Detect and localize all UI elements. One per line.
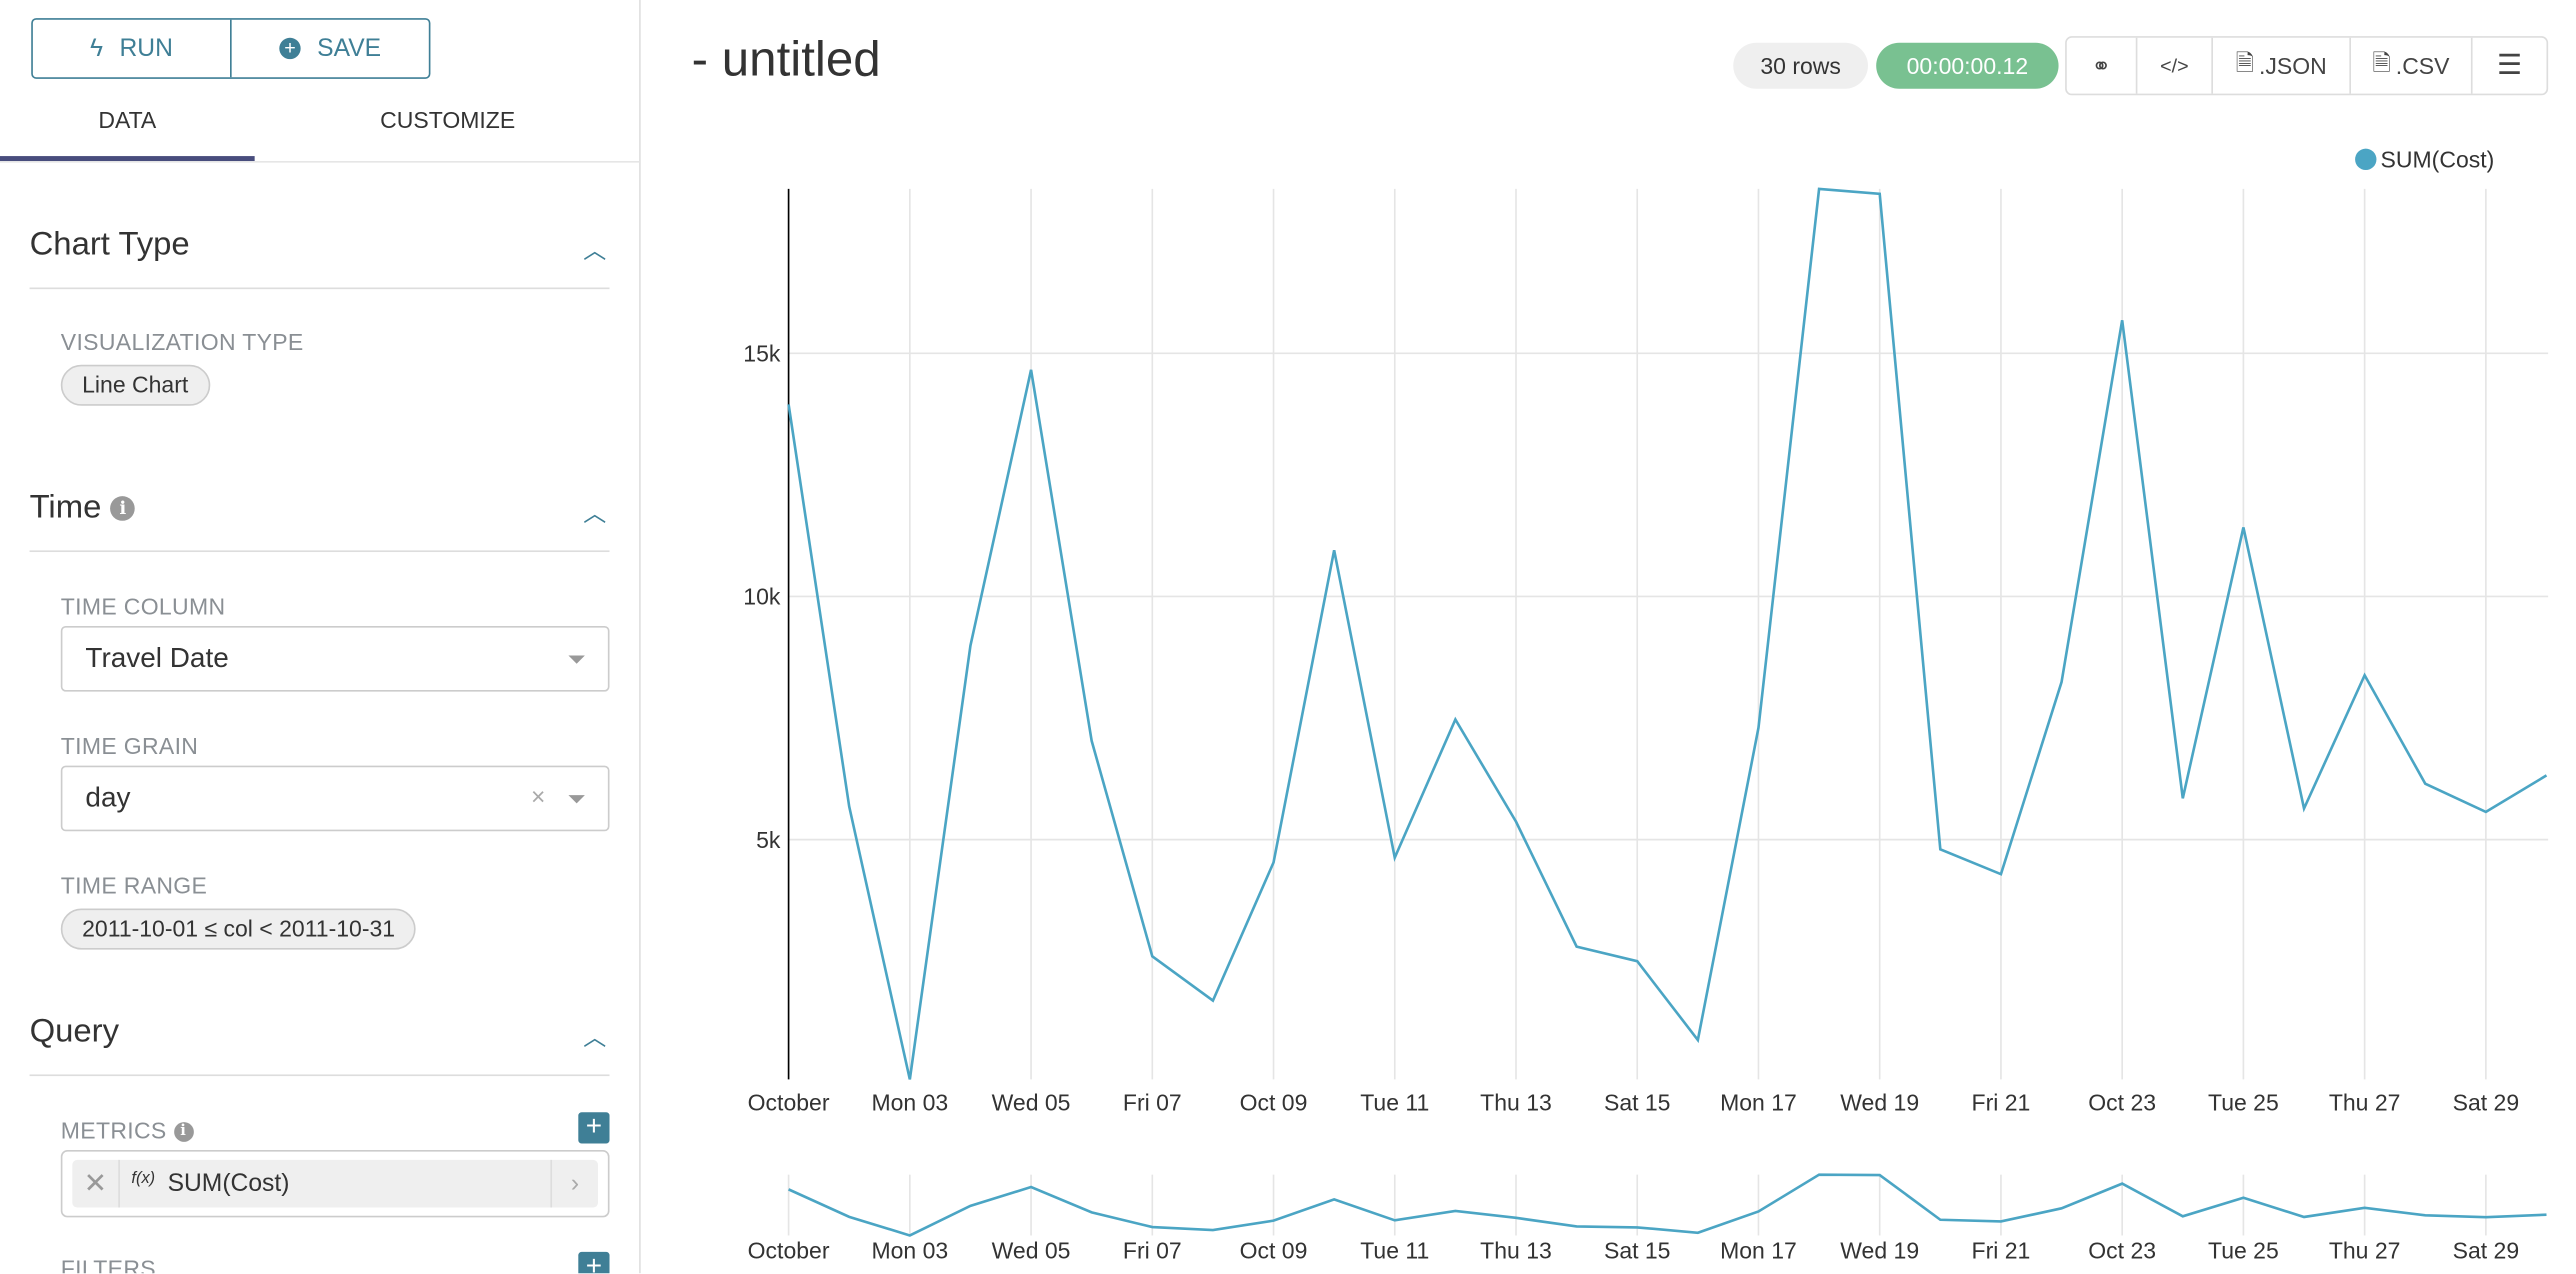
embed-button[interactable]: </> [2135, 37, 2212, 94]
x-tick-label: Sat 29 [2453, 1090, 2520, 1116]
code-icon: </> [2160, 54, 2189, 78]
caret-down-icon [568, 655, 585, 664]
x-tick-label: Wed 19 [1840, 1090, 1919, 1116]
x-tick-label: Oct 23 [2088, 1090, 2156, 1116]
action-buttons: ⚭ </> 🗎 .JSON 🗎 .CSV ☰ [2065, 36, 2549, 96]
x-tick-label: Fri 21 [1972, 1090, 2031, 1116]
brush-x-tick-label: Wed 05 [992, 1237, 1071, 1263]
plus-circle-icon: + [279, 37, 301, 60]
info-icon[interactable]: i [110, 496, 136, 521]
x-tick-label: Fri 07 [1123, 1090, 1182, 1116]
x-tick-label: Mon 17 [1720, 1090, 1797, 1116]
series-line[interactable] [787, 187, 2548, 1080]
chart-area: - untitled 30 rows 00:00:00.12 ⚭ </> 🗎 .J… [642, 0, 2576, 1273]
section-time[interactable]: Time i ︿ [29, 490, 610, 553]
x-tick-label: Thu 13 [1480, 1090, 1552, 1116]
csv-export-button[interactable]: 🗎 .CSV [2349, 37, 2471, 94]
link-button[interactable]: ⚭ [2067, 38, 2136, 94]
brush-x-tick-label: Tue 11 [1360, 1237, 1429, 1263]
json-export-button[interactable]: 🗎 .JSON [2211, 37, 2349, 94]
brush-series-line[interactable] [788, 1173, 2547, 1237]
section-query[interactable]: Query ︿ [29, 1014, 610, 1077]
info-icon[interactable]: i [173, 1122, 194, 1142]
x-tick-label: Mon 03 [871, 1090, 948, 1116]
x-tick-label: October [748, 1090, 830, 1116]
remove-metric-icon[interactable]: ✕ [72, 1159, 120, 1208]
run-save-group: ϟ RUN + SAVE [31, 18, 431, 79]
legend[interactable]: SUM(Cost) [2355, 147, 2494, 173]
time-grain-select[interactable]: day × [60, 765, 610, 832]
legend-label: SUM(Cost) [2381, 147, 2495, 173]
time-range-selector[interactable]: 2011-10-01 ≤ col < 2011-10-31 [60, 908, 417, 950]
x-tick-label: Tue 11 [1360, 1090, 1429, 1116]
brush-x-tick-label: Thu 13 [1480, 1237, 1552, 1263]
bolt-icon: ϟ [89, 34, 104, 63]
brush-x-tick-label: Wed 19 [1840, 1237, 1919, 1263]
chevron-up-icon[interactable]: ︿ [583, 499, 607, 526]
y-tick-label: 5k [756, 827, 781, 853]
brush-x-tick-label: Oct 23 [2088, 1237, 2156, 1263]
panel-tabs: DATA CUSTOMIZE [0, 95, 640, 163]
x-tick-label: Thu 27 [2329, 1090, 2401, 1116]
control-panel: ϟ RUN + SAVE DATA CUSTOMIZE Chart Type ︿ VI… [0, 0, 641, 1274]
row-count-badge: 30 rows [1733, 42, 1868, 89]
y-tick-label: 10k [743, 584, 781, 610]
chevron-right-icon[interactable]: › [550, 1159, 598, 1208]
x-tick-label: Sat 15 [1604, 1090, 1671, 1116]
chevron-up-icon[interactable]: ︿ [583, 236, 607, 263]
caret-down-icon [568, 795, 585, 804]
brush-x-tick-label: Tue 25 [2208, 1237, 2279, 1263]
x-tick-label: Wed 05 [992, 1090, 1071, 1116]
filters-label: FILTERS [60, 1255, 156, 1274]
brush-x-tick-label: Sat 29 [2453, 1237, 2520, 1263]
tab-data[interactable]: DATA [0, 95, 255, 162]
file-code-icon: 🗎 [2235, 49, 2255, 76]
brush-x-tick-label: Mon 17 [1720, 1237, 1797, 1263]
tab-customize[interactable]: CUSTOMIZE [380, 106, 516, 134]
metric-item[interactable]: ✕ f(x) SUM(Cost) › [72, 1159, 599, 1208]
x-tick-label: Oct 09 [1240, 1090, 1308, 1116]
y-tick-label: 15k [743, 341, 781, 367]
fx-icon: f(x) [131, 1169, 156, 1188]
brush-x-tick-label: Sat 15 [1604, 1237, 1671, 1263]
add-filter-button[interactable]: + [578, 1251, 610, 1274]
brush-x-tick-label: Fri 07 [1123, 1237, 1182, 1263]
brush-x-tick-label: October [748, 1237, 830, 1263]
menu-button[interactable]: ☰ [2470, 37, 2547, 94]
legend-marker [2355, 148, 2377, 171]
metric-box: ✕ f(x) SUM(Cost) › [60, 1150, 610, 1218]
time-column-label: TIME COLUMN [60, 593, 226, 620]
run-button[interactable]: ϟ RUN [89, 34, 173, 63]
viz-type-selector[interactable]: Line Chart [60, 364, 210, 406]
line-chart[interactable]: SUM(Cost) October October Mon 03 Mon 03 Wed … [642, 0, 2576, 1273]
x-tick-label: Tue 25 [2208, 1090, 2279, 1116]
brush-x-tick-label: Oct 09 [1240, 1237, 1308, 1263]
file-text-icon: 🗎 [2372, 49, 2391, 76]
timer-badge: 00:00:00.12 [1876, 42, 2059, 89]
add-metric-button[interactable]: + [578, 1111, 610, 1144]
metrics-label: METRICS i [61, 1117, 194, 1143]
time-range-label: TIME RANGE [60, 872, 208, 899]
clear-icon[interactable]: × [531, 783, 546, 812]
section-chart-type[interactable]: Chart Type ︿ [29, 227, 610, 290]
brush-x-tick-label: Thu 27 [2329, 1237, 2401, 1263]
brush-x-tick-label: Fri 21 [1972, 1237, 2031, 1263]
time-column-select[interactable]: Travel Date [60, 625, 610, 692]
viz-type-label: VISUALIZATION TYPE [60, 328, 304, 355]
hamburger-icon: ☰ [2497, 49, 2523, 81]
chart-title[interactable]: - untitled [691, 32, 881, 88]
brush-x-tick-label: Mon 03 [871, 1237, 948, 1263]
link-icon: ⚭ [2091, 51, 2111, 79]
time-grain-label: TIME GRAIN [60, 732, 199, 760]
chevron-up-icon[interactable]: ︿ [583, 1023, 607, 1050]
save-button[interactable]: + SAVE [230, 19, 429, 78]
